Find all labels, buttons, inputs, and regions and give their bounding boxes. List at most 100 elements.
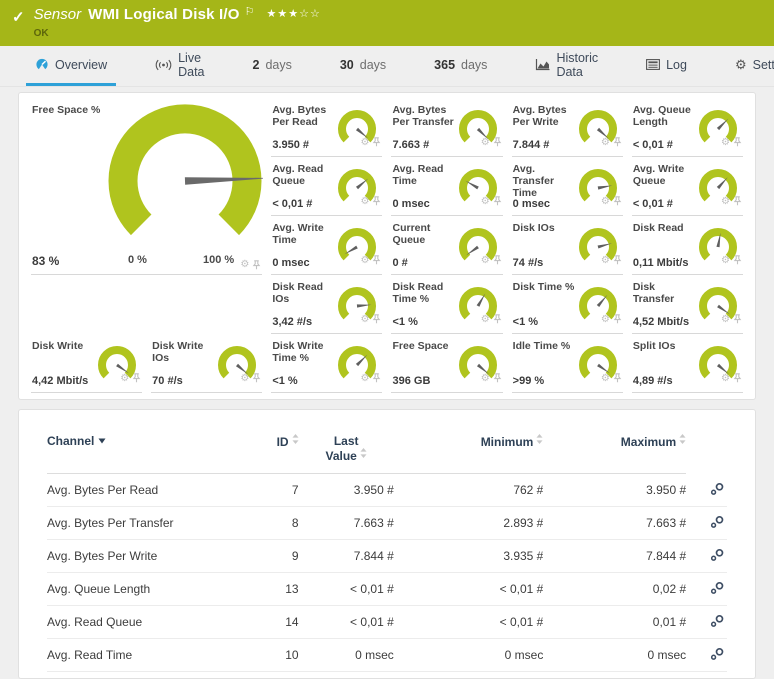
gear-icon[interactable]: ⚙ bbox=[600, 137, 610, 148]
pin-icon[interactable] bbox=[372, 134, 381, 152]
gauge-label: Avg. Transfer Time bbox=[512, 163, 555, 200]
gauge-value: 0 msec bbox=[272, 257, 310, 269]
channel-row-avg-bytes-per-read: Avg. Bytes Per Read 7 3.950 #762 #3.950 # bbox=[47, 473, 727, 507]
pin-icon[interactable] bbox=[613, 370, 622, 388]
pin-icon[interactable] bbox=[613, 134, 622, 152]
gauge-arc bbox=[458, 228, 497, 261]
pin-icon[interactable] bbox=[372, 252, 381, 270]
column-header-id[interactable]: ID bbox=[244, 432, 299, 474]
edit-channel-gears-icon[interactable] bbox=[710, 515, 725, 532]
gear-icon[interactable]: ⚙ bbox=[600, 314, 610, 325]
gauges-panel: Free Space % 0 % 100 % 83 % ⚙ Avg. Bytes… bbox=[18, 92, 756, 400]
tab-label: Log bbox=[666, 57, 687, 72]
gauge-value: <1 % bbox=[392, 316, 418, 328]
priority-stars[interactable]: ★★★☆☆ bbox=[266, 8, 321, 20]
tab-live-data[interactable]: Live Data bbox=[146, 46, 213, 86]
gear-icon[interactable]: ⚙ bbox=[360, 196, 370, 207]
gauge-value: 7.844 # bbox=[512, 139, 550, 151]
gear-icon[interactable]: ⚙ bbox=[480, 314, 490, 325]
column-header-last-value[interactable]: Last Value bbox=[298, 432, 394, 474]
edit-channel-gears-icon[interactable] bbox=[710, 647, 725, 664]
gear-icon[interactable]: ⚙ bbox=[120, 373, 130, 384]
pin-icon[interactable] bbox=[252, 260, 261, 270]
gauge-needle bbox=[596, 294, 608, 308]
gauge-needle bbox=[596, 363, 610, 374]
column-label: Maximum bbox=[620, 435, 677, 449]
edit-channel-gears-icon[interactable] bbox=[710, 581, 725, 598]
gauge-tile-avg-write-time: Avg. Write Time 0 msec ⚙ bbox=[271, 219, 383, 275]
gear-icon[interactable]: ⚙ bbox=[721, 255, 730, 266]
gauge-needle bbox=[465, 245, 479, 256]
gear-icon[interactable]: ⚙ bbox=[721, 314, 730, 325]
pin-icon[interactable] bbox=[372, 311, 381, 329]
pin-icon[interactable] bbox=[493, 252, 502, 270]
tab-number: 365 bbox=[434, 57, 456, 72]
gear-icon[interactable]: ⚙ bbox=[721, 137, 730, 148]
tab-log[interactable]: Log bbox=[637, 46, 696, 86]
pin-icon[interactable] bbox=[493, 134, 502, 152]
gear-icon[interactable]: ⚙ bbox=[480, 137, 490, 148]
gear-icon[interactable]: ⚙ bbox=[360, 314, 370, 325]
edit-channel-gears-icon[interactable] bbox=[710, 614, 725, 631]
gauge-value: <1 % bbox=[512, 316, 539, 328]
gauge-icon bbox=[35, 58, 49, 71]
gear-icon[interactable]: ⚙ bbox=[721, 196, 730, 207]
pin-icon[interactable] bbox=[132, 370, 141, 388]
pin-icon[interactable] bbox=[733, 193, 742, 211]
gear-icon[interactable]: ⚙ bbox=[240, 373, 250, 384]
tab-2-days[interactable]: 2 days bbox=[244, 46, 301, 86]
tab-settings[interactable]: ⚙ Settings bbox=[726, 46, 774, 86]
pin-icon[interactable] bbox=[493, 311, 502, 329]
gauge-label: Disk Time % bbox=[512, 281, 575, 293]
gear-icon[interactable]: ⚙ bbox=[480, 196, 490, 207]
status-badge: OK bbox=[33, 27, 49, 39]
pin-icon[interactable] bbox=[613, 252, 622, 270]
gear-icon[interactable]: ⚙ bbox=[480, 373, 490, 384]
gear-icon[interactable]: ⚙ bbox=[360, 137, 370, 148]
sensor-header: ✓ Sensor WMI Logical Disk I/O ⚐ ★★★☆☆ OK bbox=[0, 0, 774, 46]
gear-icon[interactable]: ⚙ bbox=[721, 373, 730, 384]
pin-icon[interactable] bbox=[613, 193, 622, 211]
tab-overview[interactable]: Overview bbox=[26, 46, 117, 86]
tab-365-days[interactable]: 365 days bbox=[425, 46, 496, 86]
pin-icon[interactable] bbox=[372, 193, 381, 211]
gauge-needle bbox=[717, 304, 730, 315]
tab-30-days[interactable]: 30 days bbox=[331, 46, 395, 86]
column-header-channel[interactable]: Channel bbox=[47, 432, 245, 474]
edit-channel-gears-icon[interactable] bbox=[710, 548, 725, 565]
tab-label: days bbox=[265, 57, 292, 72]
pin-icon[interactable] bbox=[493, 193, 502, 211]
sensor-title: WMI Logical Disk I/O bbox=[88, 6, 240, 23]
gauge-arc bbox=[699, 228, 737, 261]
gear-icon[interactable]: ⚙ bbox=[240, 259, 250, 270]
column-header-maximum[interactable]: Maximum bbox=[543, 432, 687, 474]
tab-historic-data[interactable]: Historic Data bbox=[526, 46, 607, 86]
pin-icon[interactable] bbox=[733, 311, 742, 329]
channel-name: Avg. Bytes Per Read bbox=[47, 473, 245, 507]
pin-icon[interactable] bbox=[252, 370, 261, 388]
column-label: ID bbox=[276, 435, 289, 449]
gear-icon[interactable]: ⚙ bbox=[480, 255, 490, 266]
gear-icon[interactable]: ⚙ bbox=[600, 255, 610, 266]
column-header-minimum[interactable]: Minimum bbox=[393, 432, 544, 474]
pin-icon[interactable] bbox=[613, 311, 622, 329]
pin-icon[interactable] bbox=[733, 134, 742, 152]
pin-icon[interactable] bbox=[733, 370, 742, 388]
channel-maximum: 0,02 # bbox=[543, 572, 687, 606]
channels-table: Channel ID Last Value Minimum Maximum Avg. B… bbox=[47, 432, 727, 672]
gauge-needle bbox=[344, 245, 359, 255]
pin-icon[interactable] bbox=[733, 252, 742, 270]
tab-label: days bbox=[359, 57, 387, 72]
gauge-tile-avg-bytes-per-write: Avg. Bytes Per Write 7.844 # ⚙ bbox=[511, 101, 623, 157]
priority-flag-icon[interactable]: ⚐ bbox=[244, 6, 255, 18]
gauge-arc bbox=[338, 110, 377, 143]
gear-icon[interactable]: ⚙ bbox=[600, 196, 610, 207]
gauge-arc bbox=[578, 110, 617, 143]
gear-icon[interactable]: ⚙ bbox=[360, 373, 370, 384]
pin-icon[interactable] bbox=[372, 370, 381, 388]
edit-channel-gears-icon[interactable] bbox=[710, 482, 725, 499]
pin-icon[interactable] bbox=[493, 370, 502, 388]
gear-icon[interactable]: ⚙ bbox=[600, 373, 610, 384]
gear-icon[interactable]: ⚙ bbox=[360, 255, 370, 266]
gauge-tile-avg-write-queue: Avg. Write Queue < 0,01 # ⚙ bbox=[631, 160, 743, 216]
